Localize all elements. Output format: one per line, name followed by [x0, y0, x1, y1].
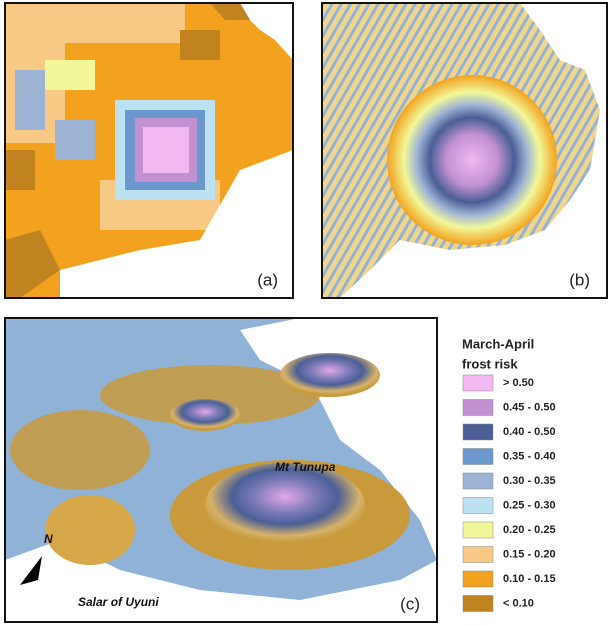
figure: (a) (b) Mt Tunupa Salar of Uyuni N (c) M… — [0, 0, 609, 625]
legend-label: 0.25 - 0.30 — [503, 499, 556, 511]
legend-title: frost risk — [462, 356, 518, 371]
legend-label: 0.30 - 0.35 — [503, 475, 556, 487]
legend-swatch — [463, 498, 493, 514]
legend-label: 0.35 - 0.40 — [503, 450, 556, 462]
panel-a-map — [5, 3, 293, 298]
legend-label: < 0.10 — [503, 597, 534, 609]
panel-label: (c) — [400, 594, 420, 613]
panel-label: (b) — [569, 270, 590, 289]
legend: March-April frost risk > 0.50 0.45 - 0.50 0.… — [462, 336, 556, 611]
legend-label: > 0.50 — [503, 377, 534, 389]
legend-swatch — [463, 522, 493, 538]
legend-label: 0.40 - 0.50 — [503, 426, 556, 438]
north-label: N — [44, 532, 53, 546]
legend-swatch — [463, 473, 493, 489]
legend-swatch — [463, 596, 493, 612]
panel-c-map — [5, 318, 437, 622]
legend-title: March-April — [462, 336, 534, 351]
annotation: Salar of Uyuni — [78, 595, 159, 609]
legend-swatch — [463, 571, 493, 587]
panel-b-map — [322, 3, 607, 298]
legend-label: 0.15 - 0.20 — [503, 548, 556, 560]
panel-label: (a) — [257, 270, 278, 289]
legend-swatch — [463, 375, 493, 391]
legend-label: 0.20 - 0.25 — [503, 524, 556, 536]
legend-swatch — [463, 547, 493, 563]
legend-label: 0.45 - 0.50 — [503, 401, 556, 413]
legend-swatch — [463, 400, 493, 416]
annotation: Mt Tunupa — [275, 460, 336, 474]
legend-swatch — [463, 424, 493, 440]
legend-label: 0.10 - 0.15 — [503, 573, 556, 585]
legend-swatch — [463, 449, 493, 465]
